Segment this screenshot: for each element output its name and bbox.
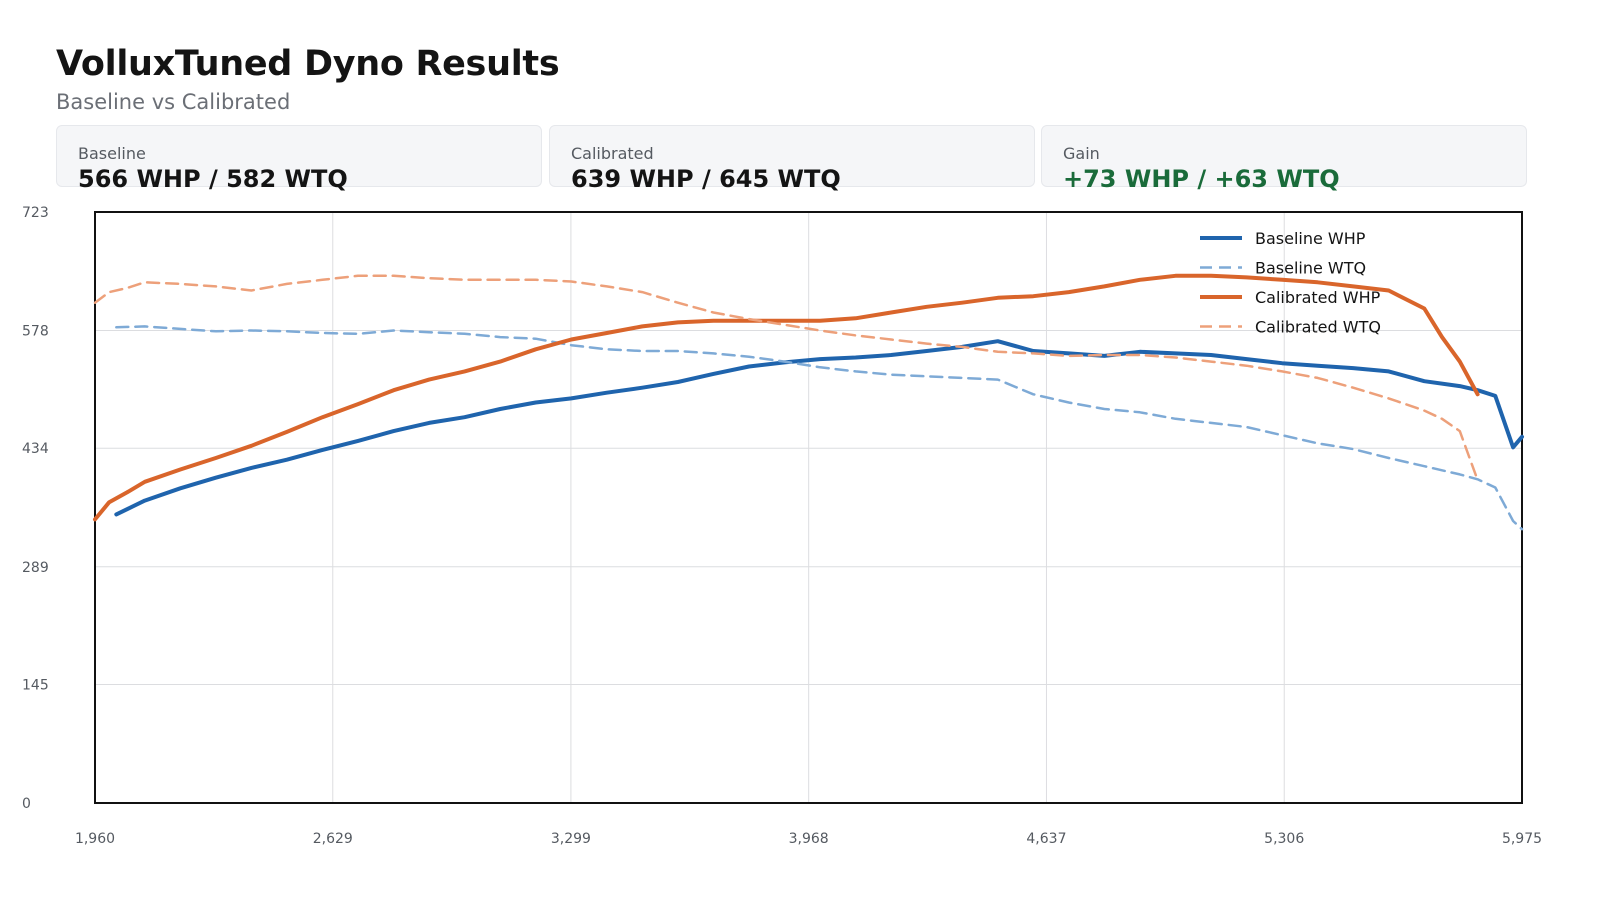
legend-baseline-whp-label: Baseline WHP [1255, 229, 1366, 248]
y-tick-label: 145 [22, 677, 49, 693]
x-tick-label: 2,629 [313, 831, 353, 847]
x-tick-label: 3,299 [551, 831, 591, 847]
gain-card-label: Gain [1063, 144, 1100, 163]
baseline-summary-card: Baseline 566 WHP / 582 WTQ [56, 125, 542, 193]
x-tick-label: 5,975 [1502, 831, 1542, 847]
x-tick-label: 5,306 [1264, 831, 1304, 847]
calibrated-summary-card: Calibrated 639 WHP / 645 WTQ [549, 125, 1035, 193]
y-tick-label: 0 [22, 796, 31, 812]
y-tick-label: 289 [22, 560, 49, 576]
calibrated-card-value: 639 WHP / 645 WTQ [571, 165, 841, 193]
x-tick-label: 1,960 [75, 831, 115, 847]
legend-calibrated-whp-label: Calibrated WHP [1255, 288, 1381, 307]
calibrated-wtq-line [93, 274, 1479, 482]
baseline-card-value: 566 WHP / 582 WTQ [78, 165, 348, 193]
baseline-card-label: Baseline [78, 144, 146, 163]
gain-summary-card: Gain +73 WHP / +63 WTQ [1041, 125, 1527, 193]
page-title: VolluxTuned Dyno Results [56, 44, 560, 84]
page-subtitle: Baseline vs Calibrated [56, 90, 291, 114]
baseline-wtq-line [115, 325, 1524, 531]
x-tick-label: 4,637 [1026, 831, 1066, 847]
calibrated-card-label: Calibrated [571, 144, 654, 163]
baseline-whp-line [114, 339, 1524, 517]
legend-baseline-wtq-label: Baseline WTQ [1255, 259, 1366, 278]
y-tick-label: 578 [22, 324, 49, 340]
y-tick-label: 434 [22, 441, 49, 457]
gain-card-value: +73 WHP / +63 WTQ [1063, 165, 1340, 193]
x-tick-label: 3,968 [789, 831, 829, 847]
plot-area-border [94, 211, 1523, 804]
calibrated-whp-line [93, 273, 1480, 522]
legend-calibrated-wtq-label: Calibrated WTQ [1255, 318, 1381, 337]
y-tick-label: 723 [22, 205, 49, 221]
